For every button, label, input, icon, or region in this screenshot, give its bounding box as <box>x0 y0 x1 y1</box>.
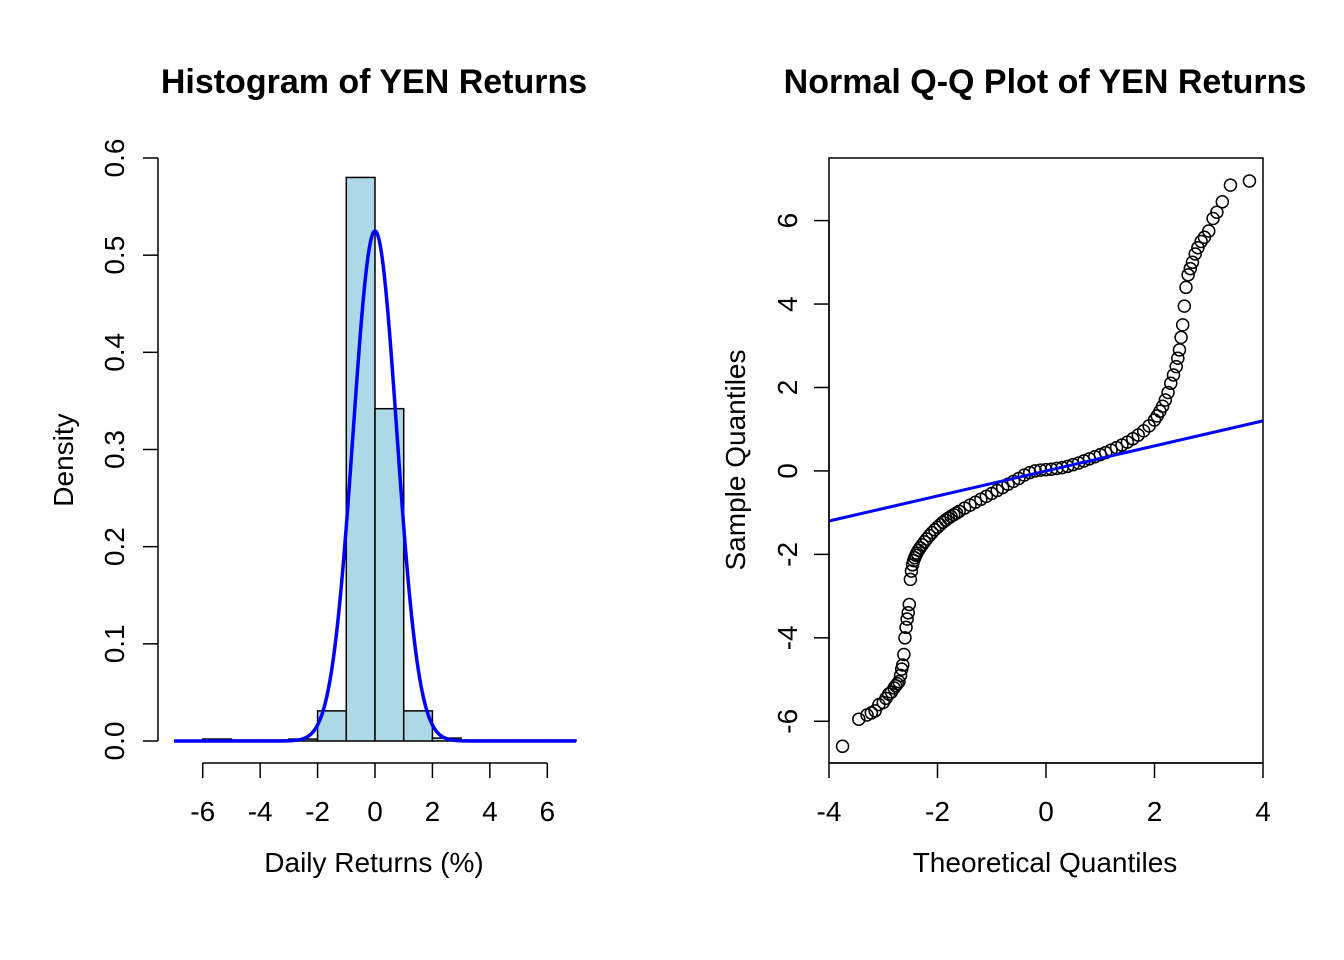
qq-point <box>1179 280 1193 295</box>
qq-point <box>1175 318 1190 332</box>
qq-point <box>890 676 905 691</box>
qq-point <box>901 606 915 620</box>
histogram-x-tick-label: -6 <box>190 796 215 827</box>
qq-plot-x-tick-label: 0 <box>1038 796 1054 827</box>
histogram-y-tick-label: 0.2 <box>99 527 130 566</box>
histogram-panel: Histogram of YEN Returns Daily Returns (… <box>48 63 587 878</box>
qq-point <box>1202 224 1216 238</box>
qq-plot-y-tick-label: 0 <box>772 463 803 479</box>
qq-point <box>903 572 918 587</box>
qq-point <box>1191 240 1205 255</box>
qq-point <box>897 647 911 662</box>
qq-point <box>1169 359 1183 374</box>
qq-point <box>835 739 850 754</box>
qq-plot-x-tick-label: -2 <box>925 796 950 827</box>
qq-point <box>1183 261 1198 276</box>
qq-plot-y-tick-label: -2 <box>772 542 803 567</box>
qq-point <box>1155 399 1170 414</box>
qq-point <box>1215 195 1230 209</box>
histogram-y-tick-label: 0.4 <box>99 333 130 372</box>
histogram-x-tick-label: 0 <box>367 796 383 827</box>
qq-point <box>902 597 917 612</box>
histogram-y-axis: 0.0 0.1 0.2 0.3 0.4 0.5 0.6 <box>99 139 159 761</box>
histogram-x-tick-label: 4 <box>482 796 498 827</box>
qq-point <box>892 674 906 689</box>
qq-point <box>1161 385 1175 400</box>
histogram-y-tick-label: 0.0 <box>99 722 130 761</box>
qq-plot-x-axis-label: Theoretical Quantiles <box>913 847 1178 878</box>
qq-plot-y-axis: -6 -4 -2 0 2 4 6 <box>772 213 830 734</box>
qq-plot-y-tick-label: 6 <box>772 213 803 229</box>
qq-point <box>899 620 913 635</box>
qq-plot-y-tick-label: 2 <box>772 380 803 396</box>
qq-point <box>852 712 866 726</box>
qq-point <box>904 564 919 578</box>
qq-point <box>1164 376 1178 391</box>
qq-plot-x-tick-label: -4 <box>817 796 842 827</box>
qq-point <box>1171 351 1185 366</box>
qq-point <box>1210 205 1224 219</box>
density-curve <box>174 228 576 743</box>
qq-point <box>1223 178 1238 192</box>
qq-point <box>1242 174 1257 188</box>
qq-plot-y-tick-label: 4 <box>772 296 803 312</box>
qq-point <box>898 631 912 645</box>
qq-plot-title: Normal Q-Q Plot of YEN Returns <box>784 63 1307 101</box>
histogram-x-tick-label: -4 <box>248 796 273 827</box>
histogram-x-tick-label: -2 <box>305 796 330 827</box>
histogram-y-axis-label: Density <box>48 413 79 506</box>
qq-plot-y-tick-label: -4 <box>772 625 803 650</box>
qq-point <box>1166 368 1181 382</box>
qq-plot-x-axis: -4 -2 0 2 4 <box>817 762 1271 827</box>
qq-plot-x-tick-label: 4 <box>1255 796 1271 827</box>
histogram-y-tick-label: 0.5 <box>99 236 130 275</box>
histogram-y-tick-label: 0.1 <box>99 624 130 663</box>
qq-plot-y-axis-label: Sample Quantiles <box>720 349 751 570</box>
histogram-y-tick-label: 0.6 <box>99 139 130 178</box>
qq-point <box>1188 247 1202 261</box>
qq-reference-line <box>828 419 1264 523</box>
qq-point <box>896 658 910 672</box>
histogram-title: Histogram of YEN Returns <box>161 63 587 101</box>
qq-points <box>835 174 1257 754</box>
qq-point <box>1194 234 1208 249</box>
histogram-x-axis-label: Daily Returns (%) <box>264 847 483 878</box>
qq-point <box>893 668 908 683</box>
histogram-x-tick-label: 6 <box>539 796 555 827</box>
histogram-y-tick-label: 0.3 <box>99 430 130 469</box>
qq-point <box>900 612 914 626</box>
histogram-x-axis: -6 -4 -2 0 2 4 6 <box>190 762 555 827</box>
qq-point <box>1177 299 1192 313</box>
qq-point <box>1158 393 1173 407</box>
qq-plot-x-tick-label: 2 <box>1147 796 1163 827</box>
qq-plot-panel: Normal Q-Q Plot of YEN Returns Theoretic… <box>720 63 1306 878</box>
qq-point <box>1185 255 1200 270</box>
qq-plot-y-tick-label: -6 <box>772 709 803 734</box>
histogram-x-tick-label: 2 <box>425 796 441 827</box>
qq-point <box>1181 268 1195 282</box>
